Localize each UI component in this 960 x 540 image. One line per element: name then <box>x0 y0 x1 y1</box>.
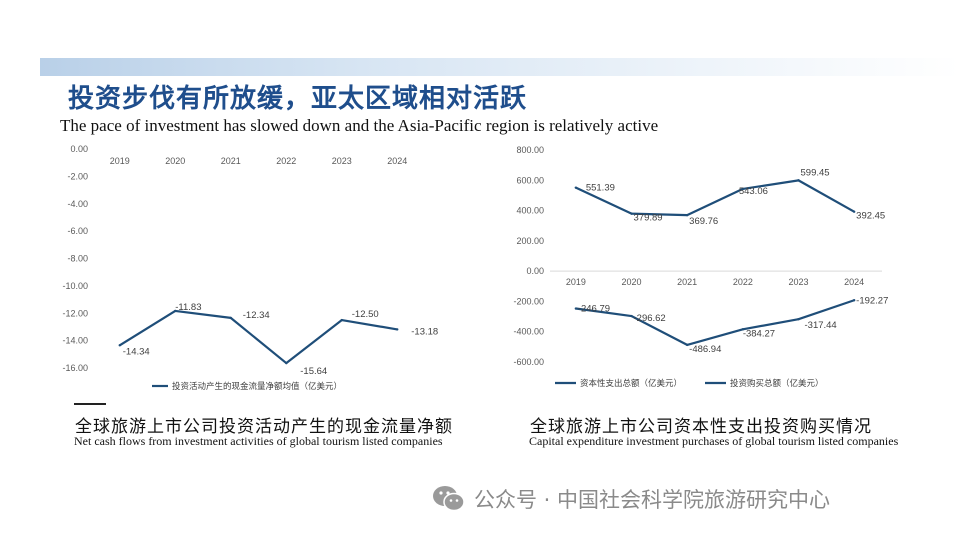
x-tick-label: 2021 <box>221 156 241 166</box>
y-tick-label: 600.00 <box>516 175 544 185</box>
y-tick-label: -200.00 <box>513 296 544 306</box>
data-label: -246.79 <box>578 304 610 315</box>
data-point <box>797 179 800 182</box>
legend-label: 投资购买总额（亿美元） <box>730 378 824 388</box>
data-point <box>852 210 856 213</box>
data-point <box>396 328 399 331</box>
data-point <box>340 318 343 322</box>
series-line-capex <box>575 179 855 217</box>
data-label: 392.45 <box>856 211 885 222</box>
page-subtitle: The pace of investment has slowed down a… <box>60 116 659 135</box>
data-label: -14.34 <box>123 346 150 357</box>
left-chart-caption-en: Net cash flows from investment activitie… <box>74 434 443 448</box>
y-tick-label: -600.00 <box>513 357 544 367</box>
x-tick-label: 2020 <box>621 277 641 287</box>
x-tick-label: 2023 <box>788 277 808 287</box>
caption-divider <box>74 403 106 405</box>
x-tick-label: 2021 <box>677 277 697 287</box>
data-label: -384.27 <box>743 328 775 339</box>
x-tick-label: 2022 <box>733 277 753 287</box>
x-tick-label: 2024 <box>844 277 864 287</box>
x-tick-label: 2024 <box>387 156 407 166</box>
data-point <box>229 316 232 320</box>
data-point <box>630 314 633 318</box>
x-tick-label: 2019 <box>566 277 586 287</box>
y-tick-label: 0.00 <box>526 266 544 276</box>
x-tick-label: 2023 <box>332 156 352 166</box>
data-label: -192.27 <box>856 295 888 306</box>
data-point <box>630 212 633 215</box>
data-label: 379.89 <box>634 213 663 224</box>
data-label: -11.83 <box>175 302 201 313</box>
y-tick-label: 400.00 <box>516 206 544 216</box>
x-tick-label: 2020 <box>165 156 185 166</box>
right-chart-caption-cn: 全球旅游上市公司资本性支出投资购买情况 <box>530 417 872 437</box>
data-point <box>797 318 800 321</box>
y-tick-label: -4.00 <box>67 199 88 209</box>
left-chart-caption-cn: 全球旅游上市公司投资活动产生的现金流量净额 <box>75 417 453 437</box>
data-point <box>741 187 745 191</box>
net-cash-flow-line-chart: 0.00 -2.00 -4.00 -6.00 -8.00 -10.00 -12.00 -14.… <box>62 144 438 391</box>
data-label: 369.76 <box>689 216 718 227</box>
y-tick-label: -400.00 <box>513 327 544 337</box>
data-point <box>685 343 689 347</box>
data-label: -15.64 <box>300 366 327 377</box>
data-label: 551.39 <box>586 183 615 194</box>
y-tick-label: -2.00 <box>67 171 88 181</box>
x-tick-label: 2019 <box>110 156 130 166</box>
data-label: -486.94 <box>689 344 721 355</box>
page-title: 投资步伐有所放缓，亚太区域相对活跃 <box>68 84 528 114</box>
data-label: -13.18 <box>411 326 438 337</box>
y-tick-label: -10.00 <box>62 281 88 291</box>
y-tick-label: -6.00 <box>67 226 88 236</box>
data-label: -317.44 <box>805 320 837 331</box>
data-point <box>174 309 177 313</box>
y-tick-label: -14.00 <box>62 336 88 346</box>
y-tick-label: -8.00 <box>67 254 88 264</box>
data-label: 543.06 <box>739 186 768 197</box>
data-label: -296.62 <box>634 313 666 324</box>
legend-label: 资本性支出总额（亿美元） <box>580 378 682 388</box>
y-tick-label: 800.00 <box>516 145 544 155</box>
series-line-investment-purchases <box>575 299 855 346</box>
y-tick-label: 200.00 <box>516 236 544 246</box>
legend-label: 投资活动产生的现金流量净额均值（亿美元） <box>172 381 342 391</box>
data-point <box>118 344 121 347</box>
y-tick-label: 0.00 <box>70 144 88 154</box>
wechat-icon <box>433 486 465 512</box>
data-point <box>741 328 745 331</box>
data-label: -12.34 <box>243 310 270 321</box>
series-line-net-cash-flow <box>119 309 398 365</box>
x-tick-label: 2022 <box>276 156 296 166</box>
footer-source-text: 公众号 · 中国社会科学院旅游研究中心 <box>474 488 831 512</box>
y-tick-label: -16.00 <box>62 363 88 373</box>
data-label: 599.45 <box>801 167 830 178</box>
y-tick-label: -12.00 <box>62 308 88 318</box>
data-point <box>852 299 856 302</box>
header-accent-band <box>40 58 960 76</box>
right-chart-caption-en: Capital expenditure investment purchases… <box>529 434 899 448</box>
data-point <box>685 213 689 217</box>
source-watermark: 公众号 · 中国社会科学院旅游研究中心 <box>432 484 830 514</box>
data-label: -12.50 <box>352 309 379 320</box>
capex-investment-line-chart: 800.00 600.00 400.00 200.00 0.00 -200.00 -400.… <box>513 145 888 388</box>
data-point <box>574 186 578 189</box>
data-point <box>285 361 288 365</box>
data-point <box>574 307 578 310</box>
